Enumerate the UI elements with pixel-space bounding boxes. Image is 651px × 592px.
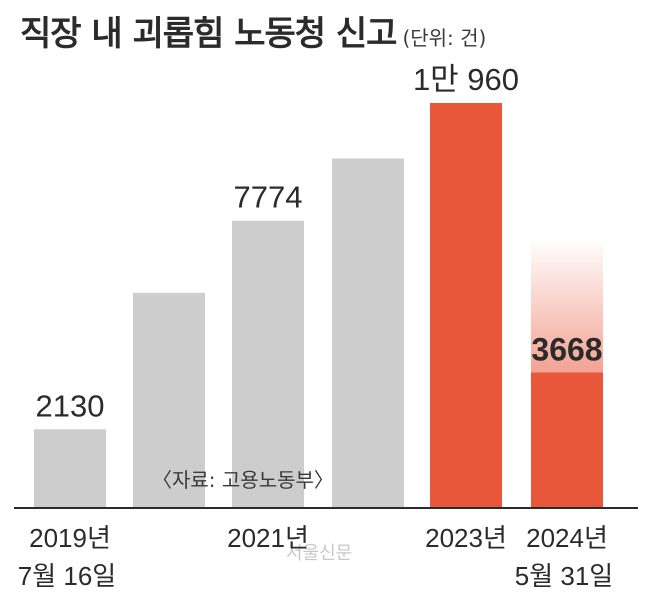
bar [531,372,603,508]
x-tick-label: 7월 16일 [18,561,116,591]
x-tick-label: 2023년 [425,523,507,553]
x-tick-label: 2021년 [227,523,309,553]
bar [430,103,502,508]
bar [332,158,404,508]
bar [232,220,304,508]
data-label: 7774 [234,180,303,215]
watermark: 서울신문 [286,543,352,564]
x-tick-label: 2024년 [526,523,608,553]
chart-header: 직장 내 괴롭힘 노동청 신고 (단위: 건) [20,6,486,55]
source-note: 〈자료: 고용노동부〉 [152,468,334,492]
x-tick-label: 2019년 [29,523,111,553]
chart-title: 직장 내 괴롭힘 노동청 신고 [20,14,397,54]
bar [133,292,205,508]
bar [34,429,106,508]
data-label: 2130 [36,388,105,423]
data-label: 1만 960 [413,62,519,97]
bar-fade [531,238,603,373]
unit-label: (단위: 건) [402,26,487,50]
data-label: 3668 [531,331,602,367]
x-tick-label: 5월 31일 [515,561,613,591]
